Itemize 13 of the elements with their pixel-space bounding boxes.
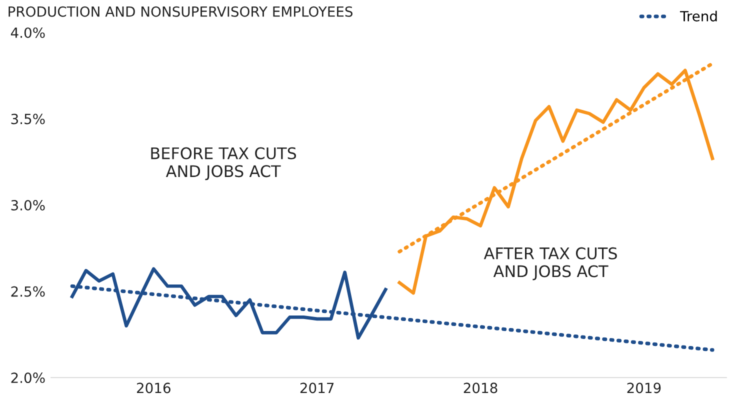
chart-title: PRODUCTION AND NONSUPERVISORY EMPLOYEES	[8, 6, 352, 17]
x-tick-label: 2017	[300, 382, 334, 394]
x-tick-label: 2016	[136, 382, 170, 394]
y-tick-label: 2.5%	[11, 286, 45, 297]
y-tick-label: 3.0%	[11, 200, 45, 211]
y-tick-label: 3.5%	[11, 114, 45, 124]
y-tick-label: 4.0%	[10, 27, 45, 38]
legend-label: Trend	[680, 10, 717, 22]
x-tick-label: 2019	[627, 382, 661, 394]
annotation: BEFORE TAX CUTS AND JOBS ACT	[151, 147, 296, 180]
x-tick-label: 2018	[464, 382, 498, 394]
y-tick-label: 2.0%	[11, 372, 45, 384]
annotation: AFTER TAX CUTS AND JOBS ACT	[484, 247, 617, 280]
